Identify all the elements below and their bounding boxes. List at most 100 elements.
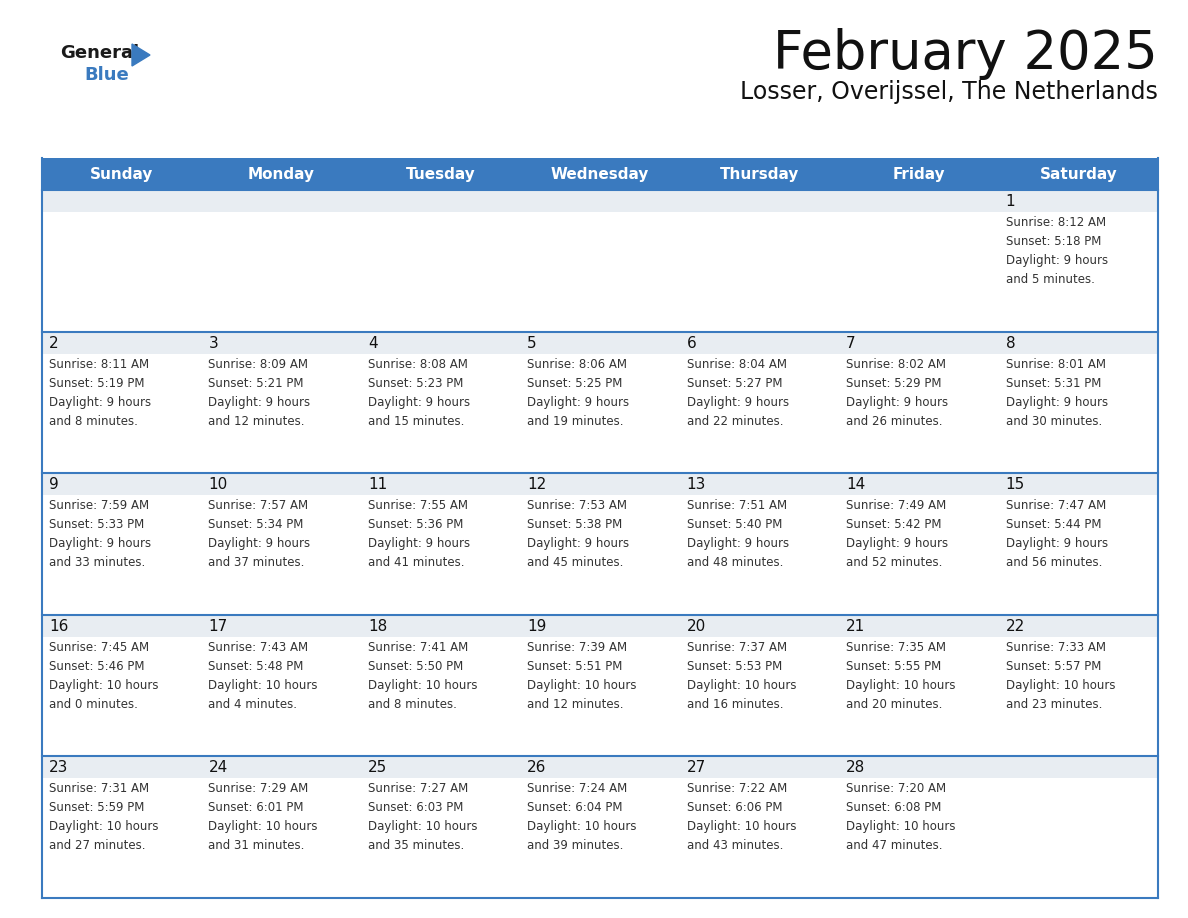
Bar [42,353,202,473]
Text: Sunrise: 8:08 AM
Sunset: 5:23 PM
Daylight: 9 hours
and 15 minutes.: Sunrise: 8:08 AM Sunset: 5:23 PM Dayligh… [368,358,470,428]
Bar [42,158,1158,190]
Polygon shape [132,44,150,66]
Bar [202,473,361,615]
Text: Friday: Friday [892,166,946,182]
Text: Sunrise: 7:59 AM
Sunset: 5:33 PM
Daylight: 9 hours
and 33 minutes.: Sunrise: 7:59 AM Sunset: 5:33 PM Dayligh… [49,499,151,569]
Bar [999,473,1158,615]
Text: 9: 9 [49,477,58,492]
Text: Monday: Monday [247,166,315,182]
Text: Sunday: Sunday [90,166,153,182]
Text: General: General [61,44,139,62]
Bar [999,331,1158,473]
Text: 26: 26 [527,760,546,776]
Text: 27: 27 [687,760,706,776]
Bar [202,495,361,615]
Text: Sunrise: 8:09 AM
Sunset: 5:21 PM
Daylight: 9 hours
and 12 minutes.: Sunrise: 8:09 AM Sunset: 5:21 PM Dayligh… [208,358,310,428]
Text: Sunrise: 7:27 AM
Sunset: 6:03 PM
Daylight: 10 hours
and 35 minutes.: Sunrise: 7:27 AM Sunset: 6:03 PM Dayligh… [368,782,478,853]
Text: 24: 24 [208,760,228,776]
Bar [999,190,1158,331]
Bar [680,212,839,331]
Text: Sunrise: 7:20 AM
Sunset: 6:08 PM
Daylight: 10 hours
and 47 minutes.: Sunrise: 7:20 AM Sunset: 6:08 PM Dayligh… [846,782,955,853]
Text: Thursday: Thursday [720,166,800,182]
Text: Sunrise: 7:29 AM
Sunset: 6:01 PM
Daylight: 10 hours
and 31 minutes.: Sunrise: 7:29 AM Sunset: 6:01 PM Dayligh… [208,782,318,853]
Text: 13: 13 [687,477,706,492]
Bar [520,756,680,898]
Bar [839,473,999,615]
Bar [839,331,999,473]
Text: Tuesday: Tuesday [405,166,475,182]
Bar [42,190,202,331]
Bar [42,637,202,756]
Bar [839,615,999,756]
Text: February 2025: February 2025 [773,28,1158,80]
Text: Saturday: Saturday [1040,166,1117,182]
Text: Sunrise: 8:01 AM
Sunset: 5:31 PM
Daylight: 9 hours
and 30 minutes.: Sunrise: 8:01 AM Sunset: 5:31 PM Dayligh… [1005,358,1107,428]
Bar [202,778,361,898]
Text: Sunrise: 8:12 AM
Sunset: 5:18 PM
Daylight: 9 hours
and 5 minutes.: Sunrise: 8:12 AM Sunset: 5:18 PM Dayligh… [1005,216,1107,286]
Bar [42,331,202,473]
Text: Sunrise: 7:47 AM
Sunset: 5:44 PM
Daylight: 9 hours
and 56 minutes.: Sunrise: 7:47 AM Sunset: 5:44 PM Dayligh… [1005,499,1107,569]
Bar [202,190,361,331]
Text: Sunrise: 7:37 AM
Sunset: 5:53 PM
Daylight: 10 hours
and 16 minutes.: Sunrise: 7:37 AM Sunset: 5:53 PM Dayligh… [687,641,796,711]
Bar [839,190,999,331]
Bar [999,495,1158,615]
Text: 19: 19 [527,619,546,633]
Bar [520,212,680,331]
Bar [361,615,520,756]
Bar [999,353,1158,473]
Bar [361,637,520,756]
Bar [202,353,361,473]
Text: Sunrise: 7:57 AM
Sunset: 5:34 PM
Daylight: 9 hours
and 37 minutes.: Sunrise: 7:57 AM Sunset: 5:34 PM Dayligh… [208,499,310,569]
Text: 18: 18 [368,619,387,633]
Text: 10: 10 [208,477,228,492]
Text: 6: 6 [687,336,696,351]
Bar [680,756,839,898]
Text: 20: 20 [687,619,706,633]
Text: Sunrise: 7:33 AM
Sunset: 5:57 PM
Daylight: 10 hours
and 23 minutes.: Sunrise: 7:33 AM Sunset: 5:57 PM Dayligh… [1005,641,1116,711]
Text: 12: 12 [527,477,546,492]
Text: Sunrise: 7:35 AM
Sunset: 5:55 PM
Daylight: 10 hours
and 20 minutes.: Sunrise: 7:35 AM Sunset: 5:55 PM Dayligh… [846,641,955,711]
Bar [839,212,999,331]
Bar [361,495,520,615]
Bar [361,473,520,615]
Text: Sunrise: 7:41 AM
Sunset: 5:50 PM
Daylight: 10 hours
and 8 minutes.: Sunrise: 7:41 AM Sunset: 5:50 PM Dayligh… [368,641,478,711]
Text: 3: 3 [208,336,219,351]
Text: 2: 2 [49,336,58,351]
Bar [361,778,520,898]
Bar [520,353,680,473]
Text: 4: 4 [368,336,378,351]
Bar [520,190,680,331]
Bar [839,778,999,898]
Text: Sunrise: 7:55 AM
Sunset: 5:36 PM
Daylight: 9 hours
and 41 minutes.: Sunrise: 7:55 AM Sunset: 5:36 PM Dayligh… [368,499,470,569]
Bar [520,473,680,615]
Bar [680,495,839,615]
Bar [520,615,680,756]
Text: 16: 16 [49,619,69,633]
Bar [202,637,361,756]
Bar [42,778,202,898]
Text: 15: 15 [1005,477,1025,492]
Text: 7: 7 [846,336,855,351]
Bar [42,615,202,756]
Bar [999,212,1158,331]
Text: 1: 1 [1005,194,1016,209]
Text: 11: 11 [368,477,387,492]
Bar [680,637,839,756]
Bar [680,353,839,473]
Bar [361,212,520,331]
Bar [680,778,839,898]
Bar [520,331,680,473]
Text: Sunrise: 7:49 AM
Sunset: 5:42 PM
Daylight: 9 hours
and 52 minutes.: Sunrise: 7:49 AM Sunset: 5:42 PM Dayligh… [846,499,948,569]
Bar [999,756,1158,898]
Bar [839,637,999,756]
Bar [361,190,520,331]
Bar [839,353,999,473]
Text: 5: 5 [527,336,537,351]
Text: Sunrise: 7:43 AM
Sunset: 5:48 PM
Daylight: 10 hours
and 4 minutes.: Sunrise: 7:43 AM Sunset: 5:48 PM Dayligh… [208,641,318,711]
Text: Sunrise: 8:02 AM
Sunset: 5:29 PM
Daylight: 9 hours
and 26 minutes.: Sunrise: 8:02 AM Sunset: 5:29 PM Dayligh… [846,358,948,428]
Bar [361,756,520,898]
Bar [680,473,839,615]
Text: 8: 8 [1005,336,1016,351]
Text: Sunrise: 7:39 AM
Sunset: 5:51 PM
Daylight: 10 hours
and 12 minutes.: Sunrise: 7:39 AM Sunset: 5:51 PM Dayligh… [527,641,637,711]
Text: Sunrise: 7:24 AM
Sunset: 6:04 PM
Daylight: 10 hours
and 39 minutes.: Sunrise: 7:24 AM Sunset: 6:04 PM Dayligh… [527,782,637,853]
